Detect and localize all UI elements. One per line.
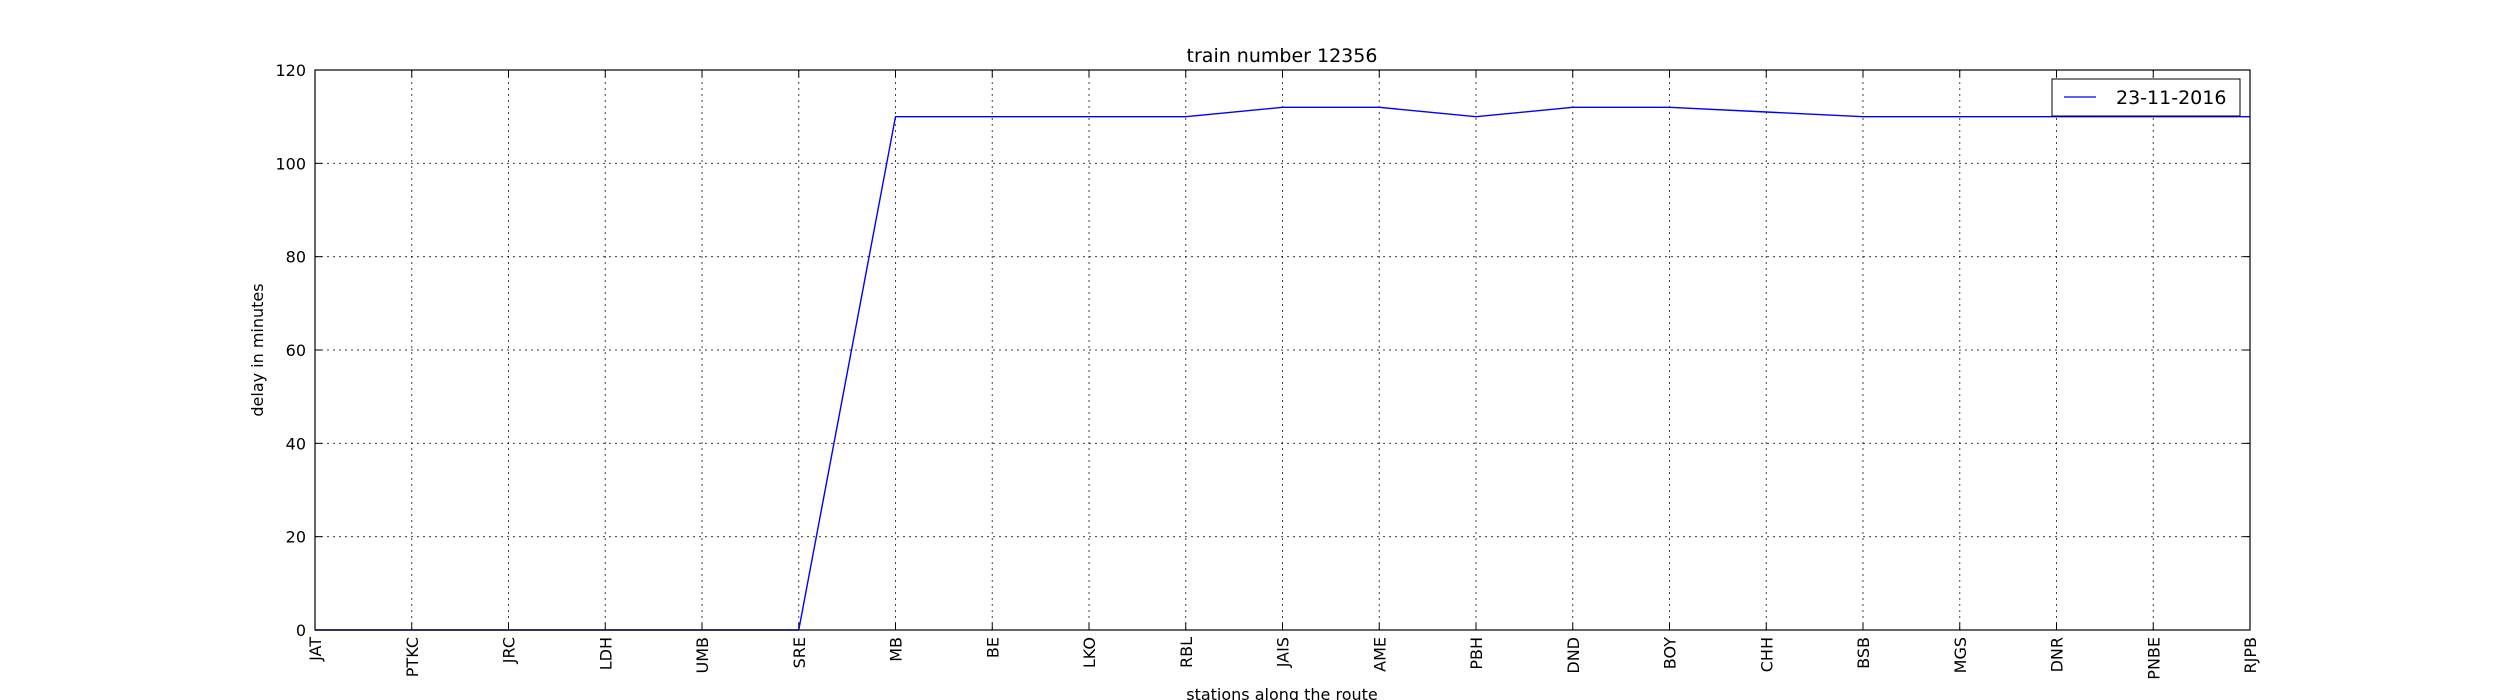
x-tick-label: MB [887, 637, 906, 662]
x-tick-label: PBH [1467, 637, 1486, 670]
x-tick-label: DND [1564, 637, 1583, 674]
y-tick-label: 120 [275, 61, 306, 80]
y-tick-label: 100 [275, 154, 306, 173]
y-tick-label: 0 [296, 621, 306, 640]
y-axis-label: delay in minutes [248, 283, 267, 416]
x-tick-labels: JAT PTKC JRC LDH UMB SRE MB BE LKO RBL JAIS AME PBH D… [306, 637, 2260, 680]
x-tick-label: JAIS [1274, 637, 1293, 668]
x-tick-label: SRE [790, 637, 809, 668]
x-tick-label: RJPB [2241, 637, 2260, 673]
legend-label: 23-11-2016 [2116, 87, 2226, 109]
plot-frame [314, 69, 2251, 631]
y-tick-label: 40 [286, 434, 306, 453]
y-tick-label: 80 [286, 248, 306, 267]
x-tick-label: JAT [306, 637, 325, 662]
y-tick-labels: 0 20 40 60 80 100 120 [275, 61, 306, 640]
legend: 23-11-2016 [2051, 78, 2241, 117]
grid-lines [315, 70, 2250, 630]
x-tick-label: LKO [1080, 637, 1099, 668]
x-tick-label: BSB [1854, 637, 1873, 669]
x-tick-label: BOY [1661, 637, 1680, 669]
y-tick-label: 20 [286, 528, 306, 547]
x-tick-label: MGS [1951, 637, 1970, 673]
x-tick-label: PNBE [2144, 637, 2163, 680]
x-tick-label: JRC [500, 637, 519, 664]
x-tick-label: LDH [596, 637, 615, 670]
x-tick-label: CHH [1757, 637, 1776, 672]
y-tick-label: 60 [286, 341, 306, 360]
x-tick-label: RBL [1177, 637, 1196, 668]
x-tick-label: PTKC [403, 637, 422, 677]
x-tick-label: UMB [693, 637, 712, 674]
x-axis-label: stations along the route [1186, 685, 1378, 700]
x-tick-label: DNR [2048, 637, 2067, 672]
chart-title: train number 12356 [1187, 45, 1378, 67]
x-tick-label: AME [1370, 637, 1389, 672]
x-tick-label: BE [983, 637, 1002, 658]
